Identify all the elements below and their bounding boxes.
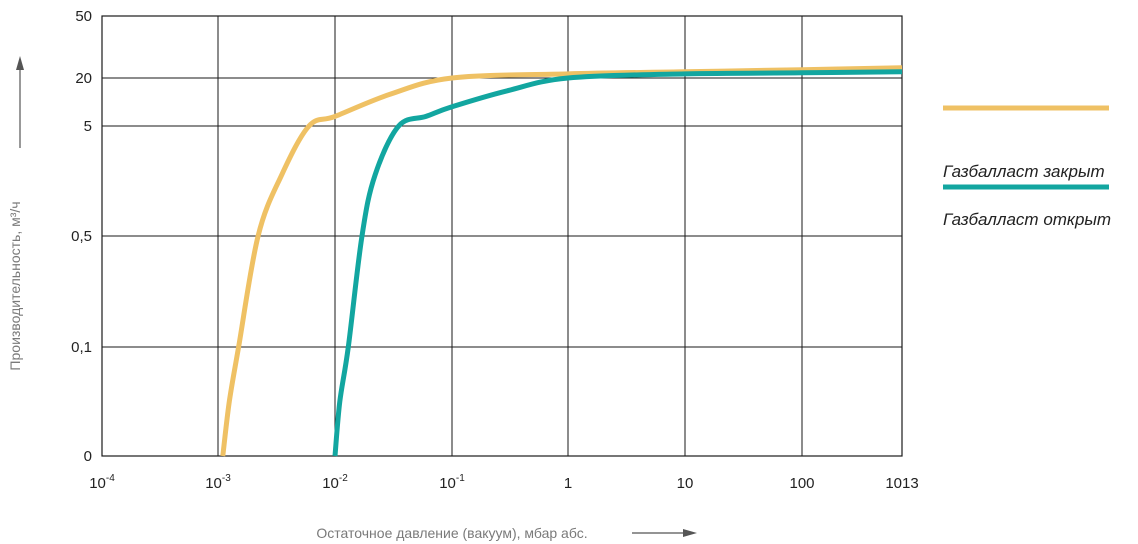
y-axis-arrow (16, 56, 24, 148)
y-tick-label: 20 (75, 70, 92, 87)
x-tick-label: 10-2 (322, 473, 348, 492)
x-tick-label: 1 (564, 475, 572, 492)
x-tick-label: 1013 (885, 475, 918, 492)
legend-label-closed: Газбалласт закрыт (943, 162, 1105, 181)
x-tick-label: 10-4 (89, 473, 115, 492)
x-tick-label: 10-1 (439, 473, 465, 492)
x-tick-label: 10-3 (205, 473, 231, 492)
y-tick-label: 0,5 (71, 228, 92, 245)
y-tick-label: 5 (84, 118, 92, 135)
x-tick-label: 100 (789, 475, 814, 492)
x-axis-title: Остаточное давление (вакуум), мбар абс. (316, 525, 587, 541)
x-axis-ticks: 10-4 10-3 10-2 10-1 1 10 100 1013 (89, 473, 918, 492)
series-layer (220, 65, 903, 457)
y-axis-ticks: 0 0,1 0,5 5 20 50 (71, 8, 92, 465)
y-tick-label: 0,1 (71, 339, 92, 356)
x-tick-label: 10 (677, 475, 694, 492)
legend-label-open: Газбалласт открыт (943, 210, 1111, 229)
y-tick-label: 0 (84, 448, 92, 465)
series-line-open (332, 69, 903, 457)
grid (102, 16, 902, 456)
x-axis-arrow (632, 529, 697, 537)
y-tick-label: 50 (75, 8, 92, 25)
legend: Газбалласт закрыт Газбалласт открыт (943, 105, 1111, 229)
plot-frame (101, 15, 903, 457)
y-axis-title: Производительность, м³/ч (7, 201, 23, 370)
